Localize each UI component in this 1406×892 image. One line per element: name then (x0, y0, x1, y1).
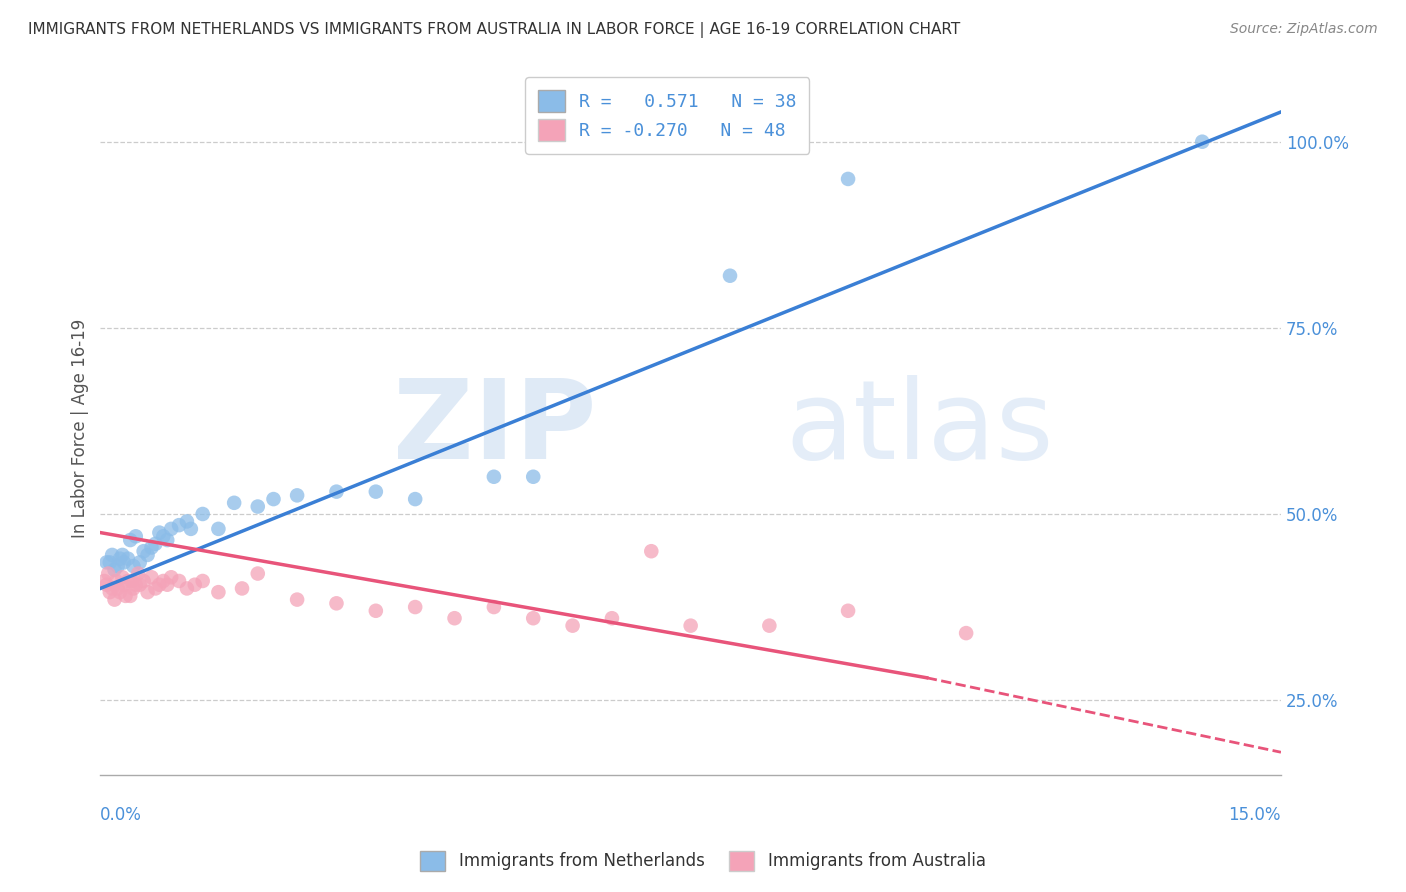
Point (156, 533, 179, 547)
Point (112, 578, 135, 592)
Point (120, 533, 142, 547)
Point (101, 582, 124, 596)
Point (107, 582, 129, 596)
Point (191, 507, 214, 521)
Point (522, 469, 544, 483)
Point (103, 563, 125, 577)
Point (96, 578, 118, 592)
Point (837, 172, 859, 186)
Point (955, 626, 977, 640)
Point (758, 618, 780, 632)
Point (105, 574, 128, 588)
Point (117, 574, 139, 588)
Point (1191, 135, 1213, 149)
Point (285, 592, 308, 607)
Point (180, 522, 202, 536)
Point (231, 582, 253, 596)
Point (108, 585, 131, 599)
Point (127, 566, 149, 581)
Point (117, 551, 139, 566)
Point (679, 618, 702, 632)
Point (364, 604, 387, 618)
Point (482, 469, 505, 483)
Point (561, 618, 583, 632)
Point (246, 566, 269, 581)
Point (93, 574, 115, 588)
Point (148, 578, 170, 592)
Text: 15.0%: 15.0% (1229, 805, 1281, 823)
Point (120, 589, 142, 603)
Point (108, 551, 131, 566)
Point (160, 570, 183, 584)
Text: IMMIGRANTS FROM NETHERLANDS VS IMMIGRANTS FROM AUSTRALIA IN LABOR FORCE | AGE 16: IMMIGRANTS FROM NETHERLANDS VS IMMIGRANT… (28, 22, 960, 38)
Text: Source: ZipAtlas.com: Source: ZipAtlas.com (1230, 22, 1378, 37)
Point (184, 578, 207, 592)
Point (207, 585, 229, 599)
Point (141, 541, 163, 555)
Point (101, 548, 124, 562)
Point (325, 484, 347, 499)
Point (718, 268, 741, 283)
Point (364, 484, 387, 499)
Legend: Immigrants from Netherlands, Immigrants from Australia: Immigrants from Netherlands, Immigrants … (412, 842, 994, 880)
Point (136, 585, 159, 599)
Point (404, 492, 426, 507)
Point (837, 604, 859, 618)
Point (152, 529, 174, 543)
Point (224, 496, 246, 510)
Point (152, 574, 174, 588)
Point (160, 522, 183, 536)
Point (145, 537, 167, 551)
Point (125, 578, 148, 592)
Point (96, 555, 118, 569)
Point (191, 574, 214, 588)
Point (167, 574, 190, 588)
Point (103, 592, 125, 607)
Point (404, 600, 426, 615)
Point (207, 522, 229, 536)
Point (640, 544, 662, 558)
Point (132, 544, 155, 558)
Point (176, 582, 198, 596)
Y-axis label: In Labor Force | Age 16-19: In Labor Force | Age 16-19 (72, 318, 89, 538)
Point (148, 525, 170, 540)
Text: atlas: atlas (785, 375, 1053, 482)
Point (167, 518, 190, 533)
Point (136, 548, 159, 562)
Point (122, 559, 145, 574)
Point (145, 582, 167, 596)
Point (107, 559, 129, 574)
Point (98, 555, 121, 569)
Point (121, 574, 143, 588)
Point (285, 488, 308, 502)
Point (128, 555, 150, 569)
Point (325, 596, 347, 610)
Point (522, 611, 544, 625)
Point (141, 570, 163, 584)
Point (263, 492, 285, 507)
Point (98, 585, 121, 599)
Point (97, 566, 120, 581)
Point (176, 515, 198, 529)
Legend: R =   0.571   N = 38, R = -0.270   N = 48: R = 0.571 N = 38, R = -0.270 N = 48 (524, 78, 810, 154)
Point (111, 570, 134, 584)
Point (111, 548, 134, 562)
Point (122, 582, 145, 596)
Point (114, 589, 136, 603)
Text: ZIP: ZIP (392, 375, 596, 482)
Point (132, 574, 155, 588)
Point (156, 578, 179, 592)
Point (443, 611, 465, 625)
Point (125, 529, 148, 543)
Text: 0.0%: 0.0% (100, 805, 142, 823)
Point (482, 600, 505, 615)
Point (128, 578, 150, 592)
Point (246, 500, 269, 514)
Point (600, 611, 623, 625)
Point (112, 555, 135, 569)
